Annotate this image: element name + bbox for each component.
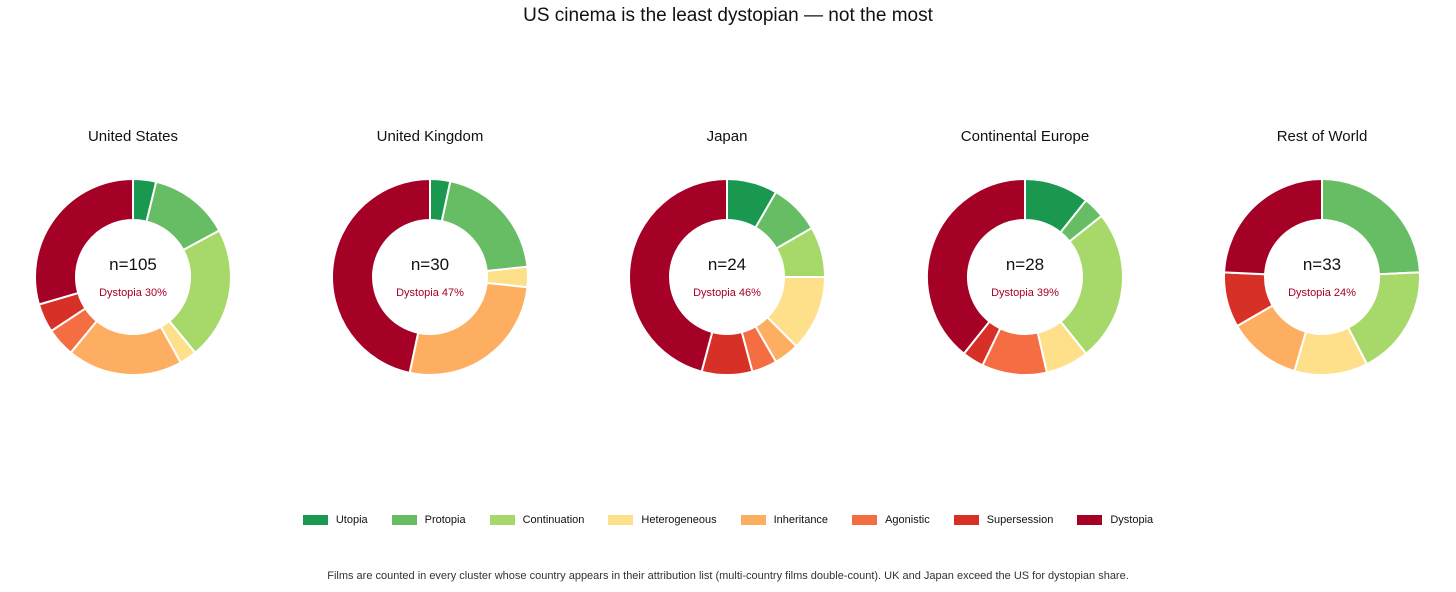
footnote: Films are counted in every cluster whose… bbox=[327, 570, 1129, 582]
legend-swatch-inheritance bbox=[740, 515, 766, 525]
dystopia-label-united-states: Dystopia 30% bbox=[99, 287, 167, 299]
legend-swatch-supersession bbox=[953, 515, 979, 525]
legend-item-inheritance: Inheritance bbox=[740, 514, 829, 526]
slice-continental-europe-dystopia bbox=[926, 177, 1026, 356]
slice-rest-of-world-dystopia bbox=[1223, 177, 1323, 276]
legend-item-continuation: Continuation bbox=[489, 514, 585, 526]
donut-charts: United States n=105 Dystopia 30% United Kin… bbox=[34, 128, 1421, 376]
donut-continental-europe bbox=[926, 177, 1124, 376]
legend-item-agonistic: Agonistic bbox=[852, 514, 930, 526]
legend-item-heterogeneous: Heterogeneous bbox=[608, 514, 717, 526]
panel-title-rest-of-world: Rest of World bbox=[1276, 128, 1368, 145]
legend-swatch-protopia bbox=[391, 515, 417, 525]
dystopia-label-united-kingdom: Dystopia 47% bbox=[396, 287, 464, 299]
legend-label-heterogeneous: Heterogeneous bbox=[641, 514, 717, 526]
donut-united-states bbox=[34, 177, 232, 376]
slice-rest-of-world-protopia bbox=[1321, 177, 1421, 276]
dystopia-label-continental-europe: Dystopia 39% bbox=[991, 287, 1059, 299]
legend-swatch-continuation bbox=[489, 515, 515, 525]
slice-japan-dystopia bbox=[628, 177, 728, 373]
panel-title-japan: Japan bbox=[706, 128, 748, 145]
panel-title-united-kingdom: United Kingdom bbox=[376, 128, 484, 145]
legend-label-inheritance: Inheritance bbox=[773, 514, 829, 526]
donut-united-kingdom bbox=[331, 177, 529, 376]
legend-item-dystopia: Dystopia bbox=[1077, 514, 1153, 526]
donut-rest-of-world bbox=[1223, 177, 1421, 376]
slice-united-states-dystopia bbox=[34, 177, 134, 306]
legend-swatch-dystopia bbox=[1077, 515, 1103, 525]
legend-label-protopia: Protopia bbox=[424, 514, 466, 526]
legend-label-utopia: Utopia bbox=[335, 514, 368, 526]
legend: Utopia Protopia Continuation Heterogeneous I… bbox=[0, 514, 1456, 526]
donut-japan bbox=[628, 177, 827, 376]
count-label-rest-of-world: n=33 bbox=[1302, 255, 1342, 274]
dystopia-label-japan: Dystopia 46% bbox=[693, 287, 761, 299]
donut-svg bbox=[34, 177, 1421, 376]
count-label-continental-europe: n=28 bbox=[1005, 255, 1045, 274]
count-label-japan: n=24 bbox=[707, 255, 747, 274]
legend-swatch-heterogeneous bbox=[608, 515, 634, 525]
legend-item-utopia: Utopia bbox=[302, 514, 368, 526]
legend-swatch-utopia bbox=[302, 515, 328, 525]
chart-title: US cinema is the least dystopian — not t… bbox=[523, 5, 933, 26]
legend-label-dystopia: Dystopia bbox=[1110, 514, 1154, 526]
legend-label-supersession: Supersession bbox=[986, 514, 1054, 526]
panel-title-united-states: United States bbox=[87, 128, 179, 145]
panel-title-continental-europe: Continental Europe bbox=[960, 128, 1090, 145]
count-label-united-kingdom: n=30 bbox=[410, 255, 450, 274]
legend-label-agonistic: Agonistic bbox=[885, 514, 930, 526]
slice-united-kingdom-dystopia bbox=[331, 177, 431, 375]
legend-swatch-agonistic bbox=[852, 515, 878, 525]
legend-item-supersession: Supersession bbox=[953, 514, 1054, 526]
dystopia-label-rest-of-world: Dystopia 24% bbox=[1288, 287, 1356, 299]
count-label-united-states: n=105 bbox=[109, 255, 157, 274]
legend-label-continuation: Continuation bbox=[522, 514, 585, 526]
legend-item-protopia: Protopia bbox=[391, 514, 466, 526]
